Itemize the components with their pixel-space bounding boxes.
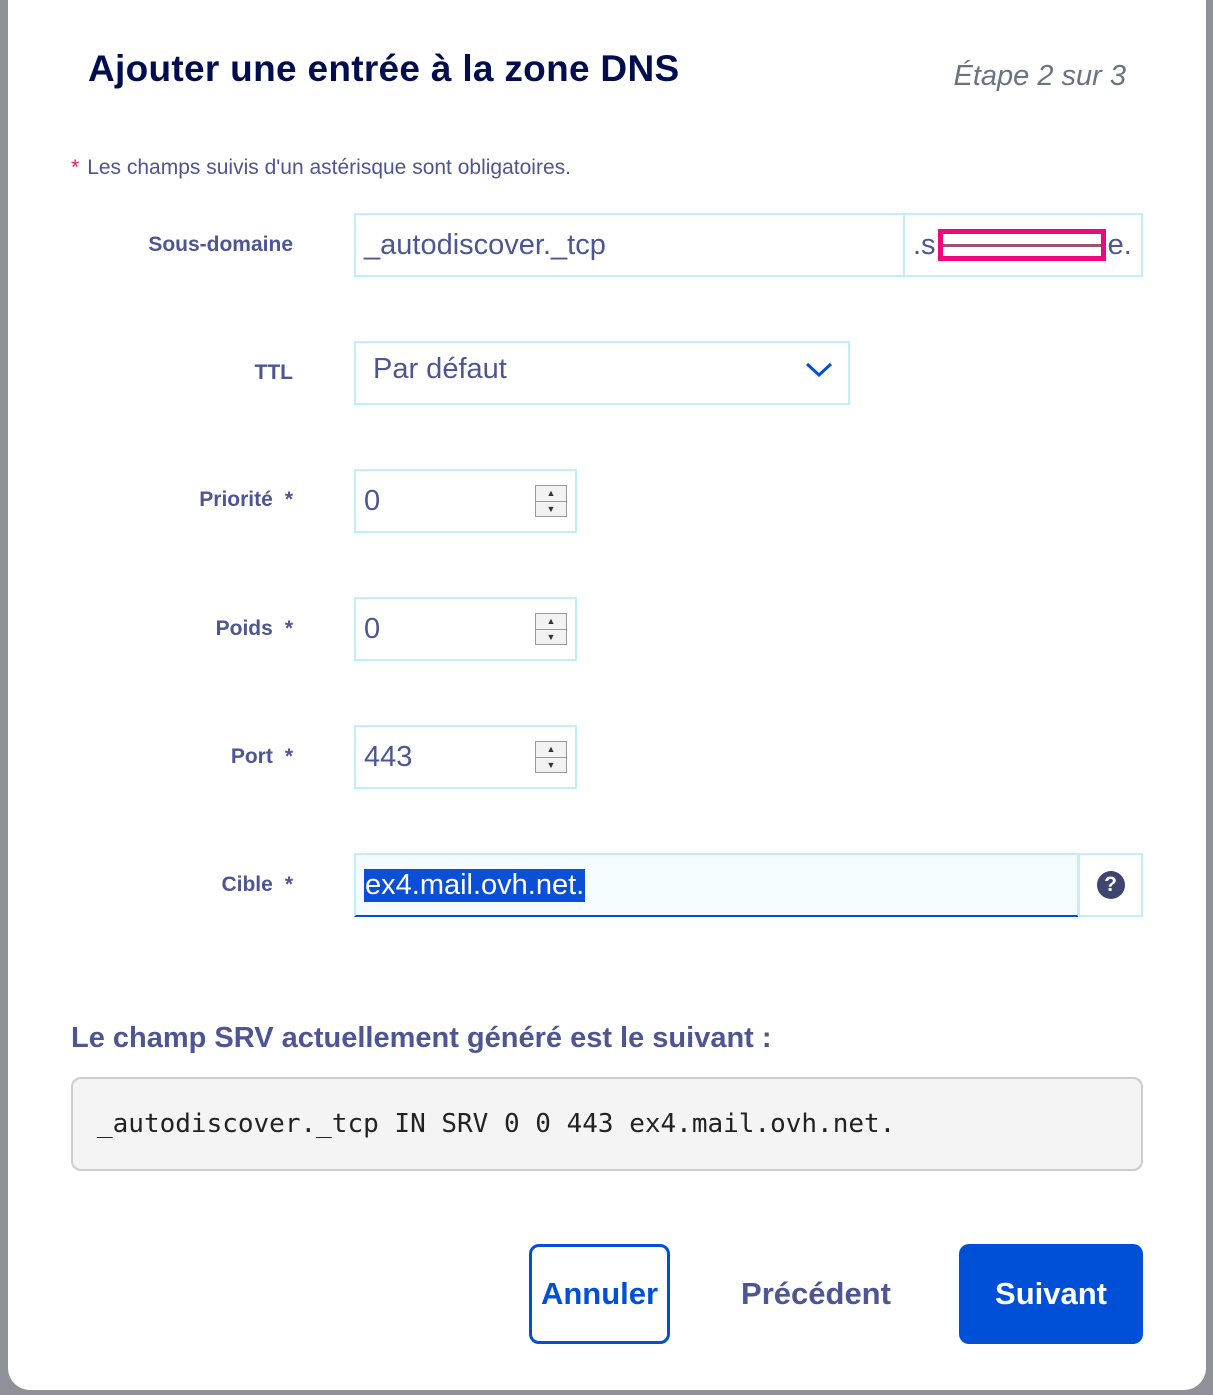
weight-label: Poids * bbox=[8, 617, 293, 641]
target-input[interactable]: ex4.mail.ovh.net. bbox=[354, 853, 1079, 917]
help-button[interactable]: ? bbox=[1078, 853, 1143, 917]
ttl-label: TTL bbox=[254, 361, 293, 384]
step-indicator: Étape 2 sur 3 bbox=[953, 60, 1127, 92]
required-note: * Les champs suivis d'un astérisque sont … bbox=[71, 156, 571, 180]
srv-preview: _autodiscover._tcp IN SRV 0 0 443 ex4.ma… bbox=[71, 1077, 1143, 1171]
target-label-text: Cible bbox=[221, 873, 273, 896]
required-asterisk: * bbox=[284, 745, 293, 768]
weight-stepper[interactable]: ▲ ▼ bbox=[535, 613, 567, 645]
cancel-button[interactable]: Annuler bbox=[529, 1244, 670, 1344]
subdomain-label: Sous-domaine bbox=[148, 233, 293, 256]
suffix-start: .s bbox=[913, 228, 936, 261]
weight-label-text: Poids bbox=[215, 617, 273, 640]
port-value: 443 bbox=[364, 740, 413, 773]
port-label: Port * bbox=[8, 745, 293, 769]
weight-input[interactable]: 0 ▲ ▼ bbox=[354, 597, 577, 661]
target-value: ex4.mail.ovh.net. bbox=[364, 868, 586, 902]
priority-label-text: Priorité bbox=[199, 488, 273, 511]
required-note-text: Les champs suivis d'un astérisque sont o… bbox=[87, 156, 571, 179]
priority-label: Priorité * bbox=[8, 488, 293, 512]
required-star: * bbox=[71, 156, 80, 179]
target-label: Cible * bbox=[8, 873, 293, 897]
port-stepper[interactable]: ▲ ▼ bbox=[535, 741, 567, 773]
redaction-box bbox=[937, 229, 1106, 261]
priority-value: 0 bbox=[364, 484, 381, 517]
up-arrow-icon[interactable]: ▲ bbox=[546, 488, 556, 499]
chevron-down-icon bbox=[805, 362, 833, 378]
up-arrow-icon[interactable]: ▲ bbox=[546, 744, 556, 755]
subdomain-value: _autodiscover._tcp bbox=[364, 228, 606, 261]
required-asterisk: * bbox=[284, 873, 293, 896]
port-input[interactable]: 443 ▲ ▼ bbox=[354, 725, 577, 789]
down-arrow-icon[interactable]: ▼ bbox=[536, 500, 566, 517]
weight-value: 0 bbox=[364, 612, 381, 645]
ttl-select[interactable]: Par défaut bbox=[354, 341, 850, 405]
ttl-value: Par défaut bbox=[373, 353, 507, 385]
subdomain-input[interactable]: _autodiscover._tcp bbox=[354, 213, 905, 277]
priority-input[interactable]: 0 ▲ ▼ bbox=[354, 469, 577, 533]
required-asterisk: * bbox=[284, 617, 293, 640]
up-arrow-icon[interactable]: ▲ bbox=[546, 616, 556, 627]
priority-stepper[interactable]: ▲ ▼ bbox=[535, 485, 567, 517]
modal-title: Ajouter une entrée à la zone DNS bbox=[88, 48, 680, 89]
domain-suffix: .s e. bbox=[904, 213, 1143, 277]
previous-button[interactable]: Précédent bbox=[741, 1276, 891, 1311]
down-arrow-icon[interactable]: ▼ bbox=[536, 756, 566, 773]
suffix-end: e. bbox=[1107, 228, 1132, 261]
srv-heading: Le champ SRV actuellement généré est le … bbox=[71, 1022, 772, 1054]
required-asterisk: * bbox=[284, 488, 293, 511]
next-button[interactable]: Suivant bbox=[959, 1244, 1143, 1344]
question-icon: ? bbox=[1096, 871, 1125, 899]
add-dns-entry-modal: Ajouter une entrée à la zone DNS Étape 2… bbox=[8, 0, 1206, 1390]
port-label-text: Port bbox=[230, 745, 273, 768]
down-arrow-icon[interactable]: ▼ bbox=[536, 628, 566, 645]
